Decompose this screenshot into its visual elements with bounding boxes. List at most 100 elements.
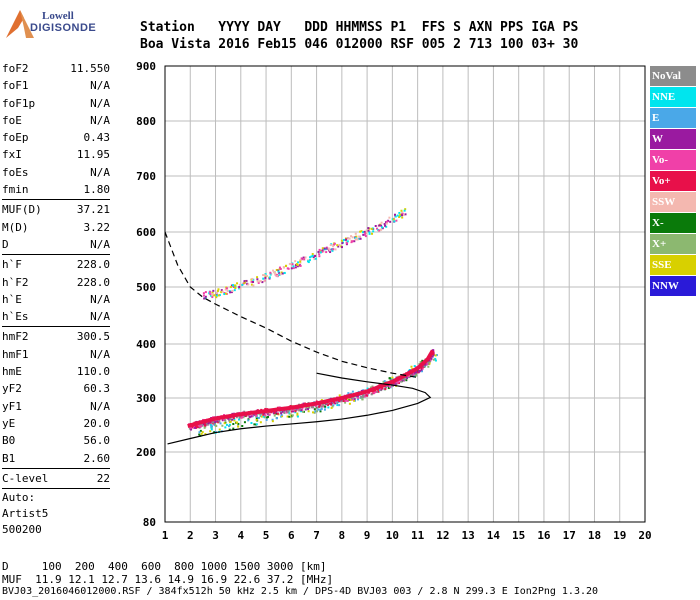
echo-point [342,238,345,241]
echo-point [224,288,227,291]
echo-point [288,262,291,265]
echo-point [203,424,206,427]
echo-point [259,421,262,424]
echo-point [332,243,335,246]
echo-point [354,232,357,235]
echo-point [323,408,326,411]
echo-point [275,410,278,413]
echo-point [399,215,402,218]
param-name: yF1 [2,399,22,413]
legend-item: NNW [650,276,696,296]
echo-point [310,255,313,258]
echo-point [314,410,317,413]
echo-point [319,251,322,254]
echo-point [307,260,310,263]
echo-point [290,262,293,265]
echo-point [338,394,341,397]
echo-point [288,412,291,415]
echo-point [192,426,195,429]
echo-point [196,426,199,429]
echo-point [247,419,250,422]
echo-point [297,261,300,264]
echo-point [256,278,259,281]
echo-point [263,416,266,419]
echo-point [383,380,386,383]
plot-frame [164,65,646,523]
param-row: foEs N/A [2,164,110,181]
echo-point [338,400,341,403]
echo-point [230,285,233,288]
echo-point [347,237,350,240]
echo-point [366,387,369,390]
echo-point [228,419,231,422]
echo-point [216,419,219,422]
echo-point [387,387,390,390]
echo-point [356,398,359,401]
echo-point [305,406,308,409]
echo-point [213,294,216,297]
legend-item: W [650,129,696,149]
echo-point [283,272,286,275]
echo-point [346,399,349,402]
echo-point [204,291,207,294]
echo-point [344,237,347,240]
echo-point [272,269,275,272]
echo-point [296,265,299,268]
note-line: Auto: [2,491,36,505]
legend-item: Vo- [650,150,696,170]
echo-point [340,246,343,249]
echo-point [325,402,328,405]
echo-point [344,399,347,402]
echo-point [321,247,324,250]
echo-point [221,290,224,293]
echo-point [351,236,354,239]
echo-point [202,423,205,426]
echo-point [248,415,251,418]
echo-point [314,257,317,260]
echo-point [391,218,394,221]
echo-point [371,385,374,388]
echo-point [200,432,203,435]
echo-point [256,280,259,283]
echo-point [394,215,397,218]
echo-point [318,253,321,256]
x-tick-label: 1 [162,529,169,542]
echo-point [421,359,424,362]
x-tick-label: 9 [364,529,371,542]
echo-point [332,245,335,248]
echo-point [361,398,364,401]
echo-point [313,411,316,414]
echo-point [333,401,336,404]
echo-point [280,271,283,274]
echo-point [247,283,250,286]
param-row: C-level 22 [2,470,110,487]
echo-point [385,222,388,225]
echo-point [288,409,291,412]
echo-point [393,213,396,216]
echo-point [413,371,416,374]
echo-point [390,378,393,381]
echo-point [345,243,348,246]
separator [2,326,110,328]
echo-point [380,221,383,224]
echo-point [336,244,339,247]
electron-density-profile [167,372,432,445]
echo-point [290,267,293,270]
param-row: hmF1 N/A [2,346,110,363]
echo-point [223,414,226,417]
param-name: h`Es [2,310,29,324]
echo-point [353,240,356,243]
echo-point [292,265,295,268]
echo-point [218,428,221,431]
echo-point [327,406,330,409]
y-tick-label: 700 [136,170,156,183]
echo-point [345,242,348,245]
legend-item: Vo+ [650,171,696,191]
echo-point [340,400,343,403]
separator [2,254,110,256]
echo-point [381,387,384,390]
param-row: B1 2.60 [2,450,110,467]
echo-point [421,367,424,370]
echo-point [313,258,316,261]
echo-point [204,295,207,298]
